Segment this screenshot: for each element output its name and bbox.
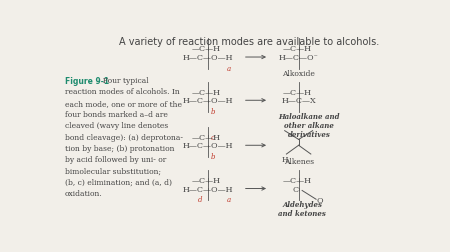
Text: —C—H: —C—H bbox=[192, 133, 221, 141]
Text: Haloalkane and
other alkane
derivatives: Haloalkane and other alkane derivatives bbox=[279, 112, 340, 139]
Text: O: O bbox=[316, 196, 323, 204]
Text: b: b bbox=[210, 107, 215, 115]
Text: H: H bbox=[281, 155, 288, 163]
Text: cleaved (wavy line denotes: cleaved (wavy line denotes bbox=[65, 122, 168, 130]
Text: c: c bbox=[211, 134, 215, 141]
Text: Alkoxide: Alkoxide bbox=[282, 70, 315, 77]
Text: —C—H: —C—H bbox=[283, 88, 312, 96]
Text: Figure 9-1: Figure 9-1 bbox=[65, 77, 109, 86]
Text: C: C bbox=[292, 185, 298, 193]
Text: reaction modes of alcohols. In: reaction modes of alcohols. In bbox=[65, 88, 180, 96]
Text: Aldehydes
and ketones: Aldehydes and ketones bbox=[278, 200, 326, 217]
Text: Alkenes: Alkenes bbox=[284, 157, 314, 165]
Text: —C—H: —C—H bbox=[283, 176, 312, 184]
Text: H—C—O—H: H—C—O—H bbox=[183, 142, 233, 150]
Text: —C—H: —C—H bbox=[192, 45, 221, 53]
Text: A variety of reaction modes are available to alcohols.: A variety of reaction modes are availabl… bbox=[119, 37, 379, 47]
Text: tion by base; (b) protonation: tion by base; (b) protonation bbox=[65, 144, 175, 152]
Text: each mode, one or more of the: each mode, one or more of the bbox=[65, 99, 182, 107]
Text: bond cleavage): (a) deprotona-: bond cleavage): (a) deprotona- bbox=[65, 133, 183, 141]
Text: a: a bbox=[227, 195, 231, 203]
Text: Four typical: Four typical bbox=[98, 77, 148, 85]
Text: H—C—O—H: H—C—O—H bbox=[183, 97, 233, 105]
Text: b: b bbox=[210, 152, 215, 160]
Text: —C—H: —C—H bbox=[192, 176, 221, 184]
Text: —C—H: —C—H bbox=[192, 88, 221, 96]
Text: a: a bbox=[227, 65, 231, 73]
Text: four bonds marked a–d are: four bonds marked a–d are bbox=[65, 111, 168, 118]
Text: by acid followed by uni- or: by acid followed by uni- or bbox=[65, 155, 166, 164]
Text: H—C—X: H—C—X bbox=[281, 97, 316, 105]
Text: bimolecular substitution;: bimolecular substitution; bbox=[65, 167, 161, 175]
Text: oxidation.: oxidation. bbox=[65, 189, 103, 197]
Text: H—C—O—H: H—C—O—H bbox=[183, 185, 233, 193]
Text: H—C—O⁻: H—C—O⁻ bbox=[279, 54, 319, 62]
Text: H—C—O—H: H—C—O—H bbox=[183, 54, 233, 62]
Text: —C—H: —C—H bbox=[283, 45, 312, 53]
Text: (b, c) elimination; and (a, d): (b, c) elimination; and (a, d) bbox=[65, 178, 172, 186]
Text: d: d bbox=[198, 195, 202, 203]
